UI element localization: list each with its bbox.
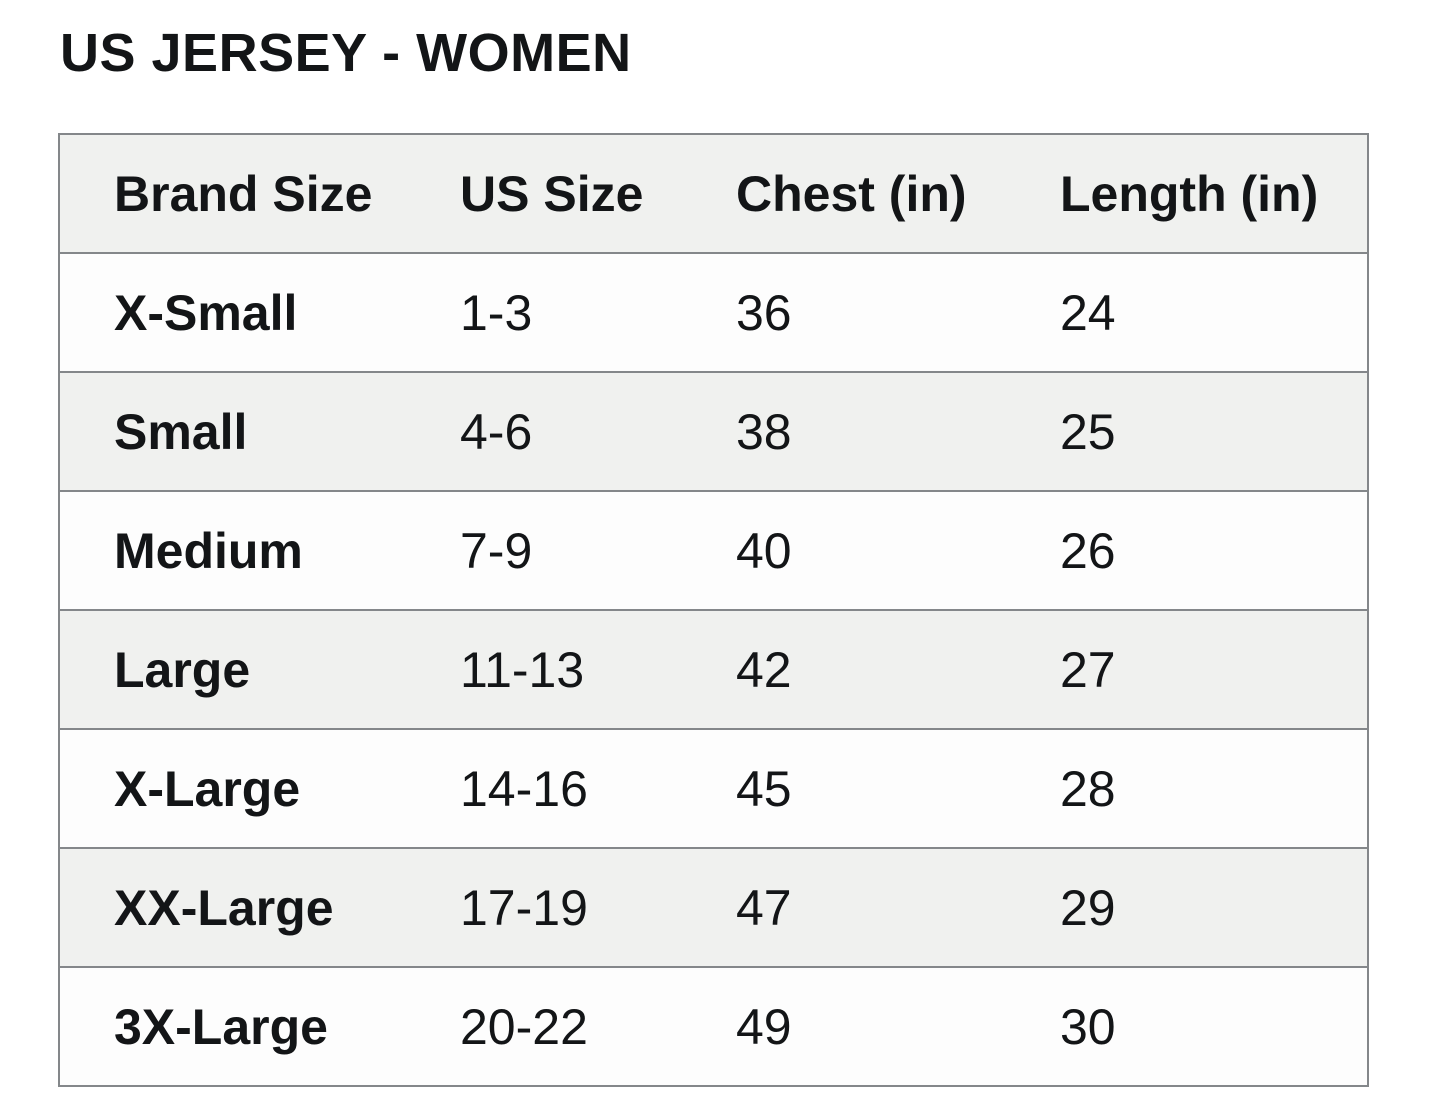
size-chart-table: Brand Size US Size Chest (in) Length (in…	[58, 133, 1369, 1087]
chest-cell: 47	[736, 879, 792, 936]
us-size-cell: 14-16	[460, 760, 588, 817]
chest-cell: 36	[736, 284, 792, 341]
brand-size-cell: X-Small	[114, 284, 298, 341]
column-header-brand-size: Brand Size	[114, 165, 373, 222]
size-chart-header: Brand Size US Size Chest (in) Length (in…	[59, 134, 1368, 253]
length-cell: 24	[1060, 284, 1116, 341]
length-cell: 30	[1060, 998, 1116, 1055]
us-size-cell: 20-22	[460, 998, 588, 1055]
table-row: Large 11-13 42 27	[59, 610, 1368, 729]
length-cell: 26	[1060, 522, 1116, 579]
brand-size-cell: XX-Large	[114, 879, 334, 936]
chest-cell: 40	[736, 522, 792, 579]
column-header-us-size: US Size	[460, 165, 644, 222]
chest-cell: 42	[736, 641, 792, 698]
table-row: Medium 7-9 40 26	[59, 491, 1368, 610]
chest-cell: 38	[736, 403, 792, 460]
table-row: X-Large 14-16 45 28	[59, 729, 1368, 848]
us-size-cell: 1-3	[460, 284, 533, 341]
table-row: 3X-Large 20-22 49 30	[59, 967, 1368, 1086]
brand-size-cell: Medium	[114, 522, 303, 579]
us-size-cell: 4-6	[460, 403, 533, 460]
chest-cell: 49	[736, 998, 792, 1055]
table-row: X-Small 1-3 36 24	[59, 253, 1368, 372]
size-chart-container: Brand Size US Size Chest (in) Length (in…	[58, 133, 1369, 1087]
us-size-cell: 7-9	[460, 522, 533, 579]
us-size-cell: 11-13	[460, 641, 585, 698]
length-cell: 29	[1060, 879, 1116, 936]
brand-size-cell: 3X-Large	[114, 998, 328, 1055]
table-row: XX-Large 17-19 47 29	[59, 848, 1368, 967]
us-size-cell: 17-19	[460, 879, 588, 936]
brand-size-cell: Small	[114, 403, 248, 460]
column-header-chest: Chest (in)	[736, 165, 967, 222]
page-title: US JERSEY - WOMEN	[60, 23, 632, 83]
chest-cell: 45	[736, 760, 792, 817]
length-cell: 25	[1060, 403, 1116, 460]
length-cell: 27	[1060, 641, 1116, 698]
length-cell: 28	[1060, 760, 1116, 817]
size-chart-body: X-Small 1-3 36 24 Small 4-6 38 25 Medium…	[59, 253, 1368, 1086]
brand-size-cell: X-Large	[114, 760, 301, 817]
table-row: Small 4-6 38 25	[59, 372, 1368, 491]
header-row: Brand Size US Size Chest (in) Length (in…	[59, 134, 1368, 253]
column-header-length: Length (in)	[1060, 165, 1319, 222]
brand-size-cell: Large	[114, 641, 251, 698]
